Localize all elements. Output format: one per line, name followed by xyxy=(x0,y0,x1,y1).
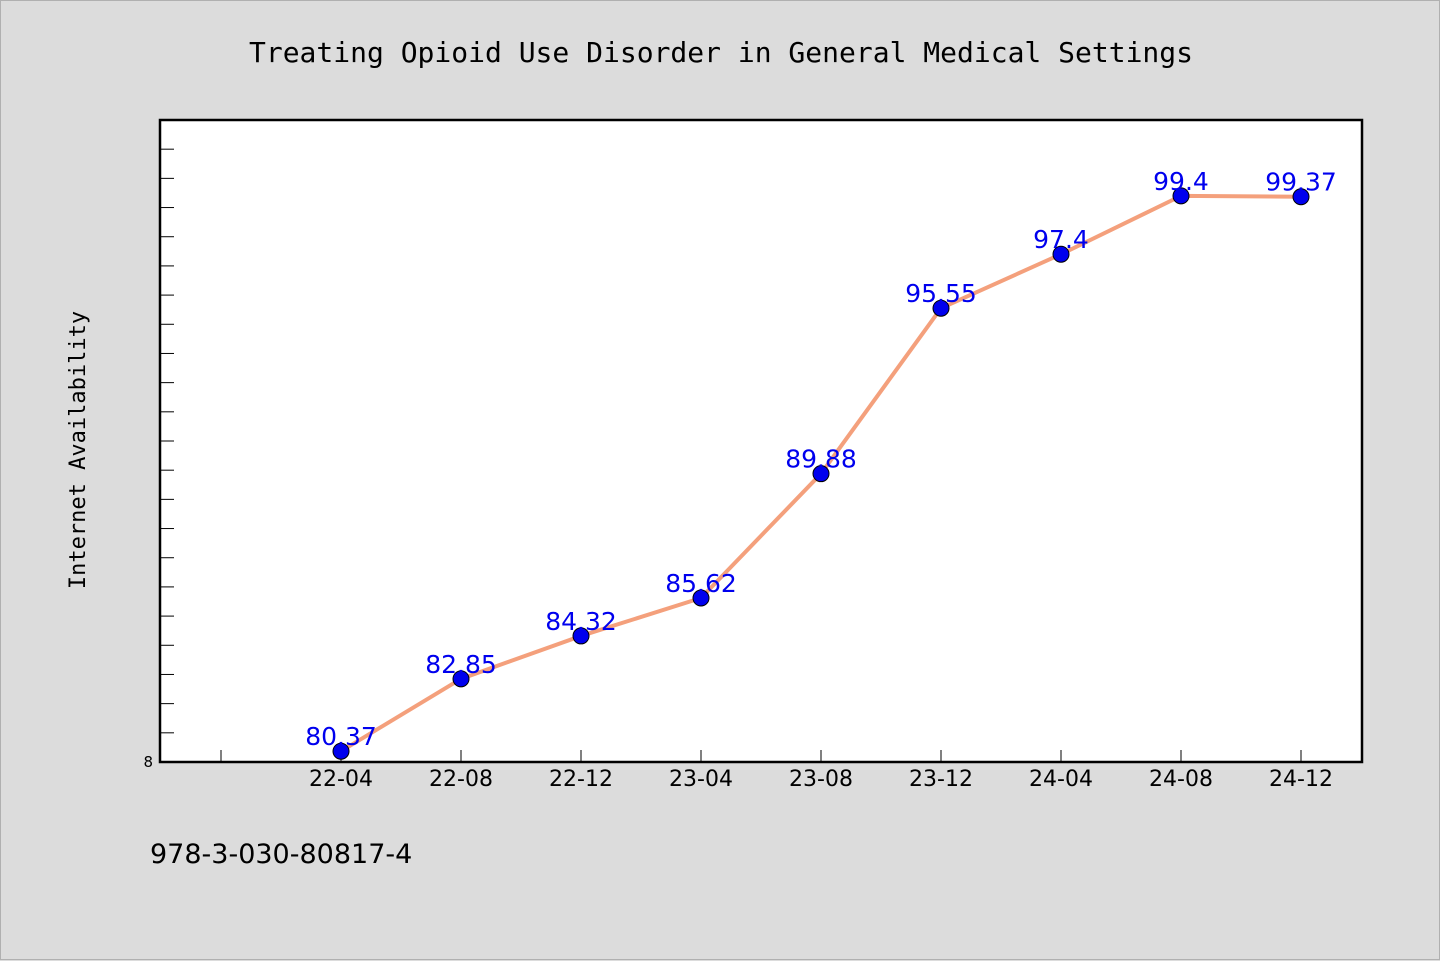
x-tick-label: 23-04 xyxy=(669,767,733,792)
y-axis-label: Internet Availability xyxy=(66,311,91,589)
x-tick-label: 23-08 xyxy=(789,767,853,792)
data-point xyxy=(692,589,710,607)
data-point xyxy=(1292,188,1310,206)
data-point xyxy=(332,742,350,760)
data-label: 85.62 xyxy=(665,569,737,598)
y-axis-min-label: 8 xyxy=(143,753,153,771)
data-label: 99.4 xyxy=(1153,167,1209,196)
x-tick-label: 22-08 xyxy=(429,767,493,792)
x-tick-label: 24-12 xyxy=(1269,767,1333,792)
x-tick-label: 23-12 xyxy=(909,767,973,792)
data-point xyxy=(1052,245,1070,263)
y-axis-ticks xyxy=(160,148,174,734)
data-label: 80.37 xyxy=(305,722,377,751)
series-layer: 80.37 82.85 84.32 85.62 89.88 95.55 97.4 99.4 99… xyxy=(305,167,1337,760)
data-point xyxy=(812,465,830,483)
data-point xyxy=(572,627,590,645)
x-tick-label: 22-12 xyxy=(549,767,613,792)
x-tick-label: 24-04 xyxy=(1029,767,1093,792)
isbn-footer: 978-3-030-80817-4 xyxy=(150,839,412,870)
data-point xyxy=(452,670,470,688)
data-label: 84.32 xyxy=(545,607,617,636)
data-label: 82.85 xyxy=(425,650,497,679)
data-point xyxy=(932,299,950,317)
data-label: 97.4 xyxy=(1033,225,1089,254)
x-tick-label: 24-08 xyxy=(1149,767,1213,792)
plot-area xyxy=(158,118,1364,764)
data-label: 89.88 xyxy=(785,445,857,474)
data-label: 95.55 xyxy=(905,279,977,308)
x-tick-label: 22-04 xyxy=(309,767,373,792)
data-label: 99.37 xyxy=(1265,168,1337,197)
data-point xyxy=(1172,187,1190,205)
chart-title: Treating Opioid Use Disorder in General … xyxy=(249,36,1193,69)
